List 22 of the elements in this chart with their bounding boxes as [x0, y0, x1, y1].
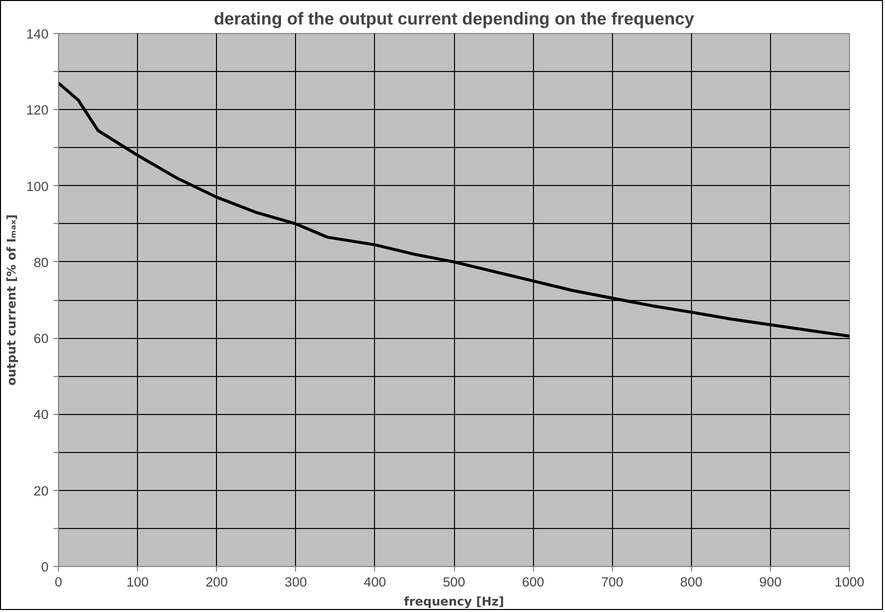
x-tick-label: 200 [206, 574, 228, 590]
x-tick-label: 700 [601, 574, 624, 590]
x-tick-label: 800 [680, 574, 702, 590]
x-tick-label: 0 [54, 574, 62, 590]
y-tick-label: 0 [41, 560, 49, 574]
x-tick-label: 400 [364, 574, 386, 590]
y-tick-label: 20 [34, 483, 49, 498]
y-tick-label: 40 [34, 407, 49, 422]
x-tick-label: 600 [522, 574, 544, 590]
y-axis-title: output current [% of Iₘₐₓ] [4, 214, 18, 386]
x-tick-label: 300 [284, 574, 307, 590]
x-tick-label: 500 [442, 574, 466, 590]
x-tick-label: 100 [126, 574, 149, 590]
x-axis-title: frequency [Hz] [404, 594, 504, 608]
chart-title: derating of the output current depending on the frequency [214, 8, 695, 28]
y-tick-label: 140 [26, 26, 49, 42]
x-tick-label: 1000 [834, 574, 864, 590]
x-tick-label: 900 [759, 574, 782, 590]
y-tick-label: 100 [26, 178, 49, 194]
y-tick-label: 80 [34, 254, 49, 270]
y-tick-label: 60 [34, 331, 49, 346]
y-tick-label: 120 [26, 102, 49, 118]
